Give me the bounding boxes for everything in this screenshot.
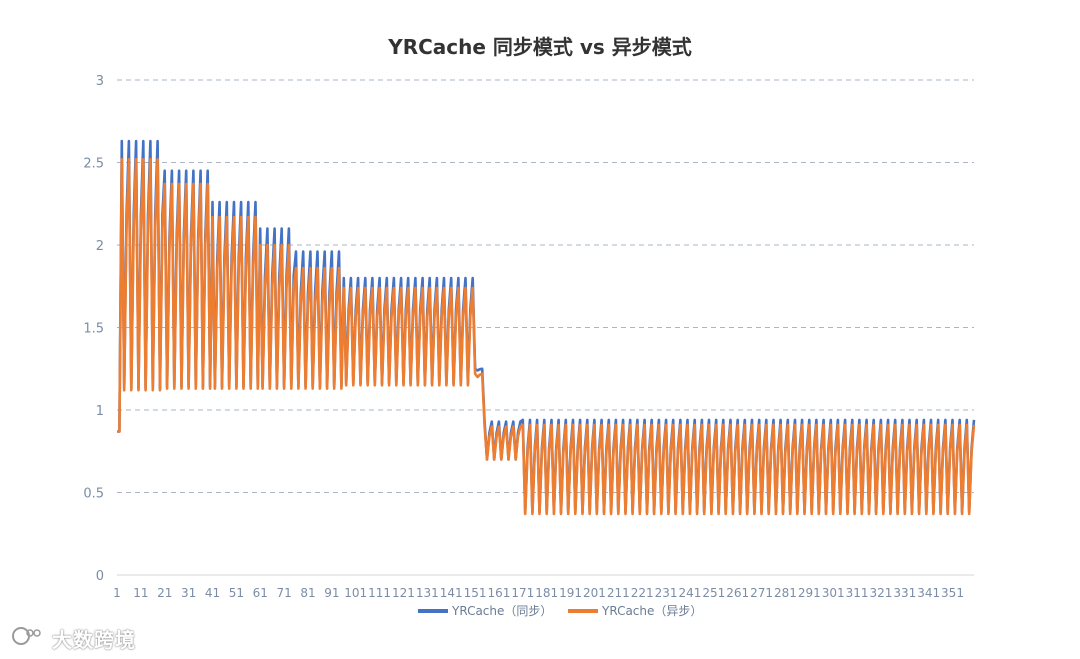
x-tick-label: 121 bbox=[392, 586, 415, 600]
x-tick-label: 191 bbox=[559, 586, 582, 600]
x-tick-label: 201 bbox=[583, 586, 606, 600]
x-tick-label: 131 bbox=[416, 586, 439, 600]
y-axis: 0 0.5 1 1.5 2 2.5 3 bbox=[83, 74, 104, 584]
x-axis: 1 11 21 31 41 51 61 71 81 91 101 111 121 131 141 151 161… bbox=[113, 586, 964, 600]
y-tick-label: 0 bbox=[96, 569, 104, 584]
x-tick-label: 151 bbox=[464, 586, 487, 600]
x-tick-label: 271 bbox=[750, 586, 773, 600]
x-tick-label: 251 bbox=[702, 586, 725, 600]
watermark-text: 大数跨境 bbox=[52, 628, 136, 652]
y-tick-label: 3 bbox=[96, 74, 104, 89]
x-tick-label: 21 bbox=[157, 586, 172, 600]
x-tick-label: 211 bbox=[607, 586, 630, 600]
x-tick-label: 311 bbox=[846, 586, 869, 600]
x-tick-label: 81 bbox=[300, 586, 315, 600]
x-tick-label: 171 bbox=[511, 586, 534, 600]
x-tick-label: 1 bbox=[113, 586, 121, 600]
lion-logo-icon bbox=[12, 625, 46, 652]
x-tick-label: 341 bbox=[917, 586, 940, 600]
legend-label: YRCache（异步） bbox=[601, 604, 702, 618]
series-line-1 bbox=[117, 157, 976, 516]
grid-lines bbox=[117, 79, 974, 576]
x-tick-label: 111 bbox=[368, 586, 391, 600]
x-tick-label: 321 bbox=[869, 586, 892, 600]
x-tick-label: 31 bbox=[181, 586, 196, 600]
x-tick-label: 241 bbox=[678, 586, 701, 600]
x-tick-label: 291 bbox=[798, 586, 821, 600]
x-tick-label: 71 bbox=[276, 586, 291, 600]
legend: YRCache（同步） YRCache（异步） bbox=[418, 604, 702, 618]
x-tick-label: 221 bbox=[631, 586, 654, 600]
x-tick-label: 351 bbox=[941, 586, 964, 600]
x-tick-label: 231 bbox=[655, 586, 678, 600]
legend-label: YRCache（同步） bbox=[451, 604, 552, 618]
x-tick-label: 61 bbox=[253, 586, 268, 600]
x-tick-label: 41 bbox=[205, 586, 220, 600]
x-tick-label: 261 bbox=[726, 586, 749, 600]
x-tick-label: 281 bbox=[774, 586, 797, 600]
y-tick-label: 2.5 bbox=[83, 157, 104, 172]
x-tick-label: 141 bbox=[440, 586, 463, 600]
x-tick-label: 161 bbox=[487, 586, 510, 600]
x-tick-label: 331 bbox=[893, 586, 916, 600]
x-tick-label: 101 bbox=[344, 586, 367, 600]
watermark: 大数跨境 bbox=[12, 624, 136, 653]
y-tick-label: 1 bbox=[96, 404, 104, 419]
x-tick-label: 11 bbox=[133, 586, 148, 600]
y-tick-label: 1.5 bbox=[83, 322, 104, 337]
chart-title: YRCache 同步模式 vs 异步模式 bbox=[387, 35, 692, 59]
x-tick-label: 301 bbox=[822, 586, 845, 600]
series-lines bbox=[117, 139, 976, 516]
y-tick-label: 2 bbox=[96, 239, 104, 254]
x-tick-label: 51 bbox=[229, 586, 244, 600]
y-tick-label: 0.5 bbox=[83, 487, 104, 502]
x-tick-label: 91 bbox=[324, 586, 339, 600]
x-tick-label: 181 bbox=[535, 586, 558, 600]
